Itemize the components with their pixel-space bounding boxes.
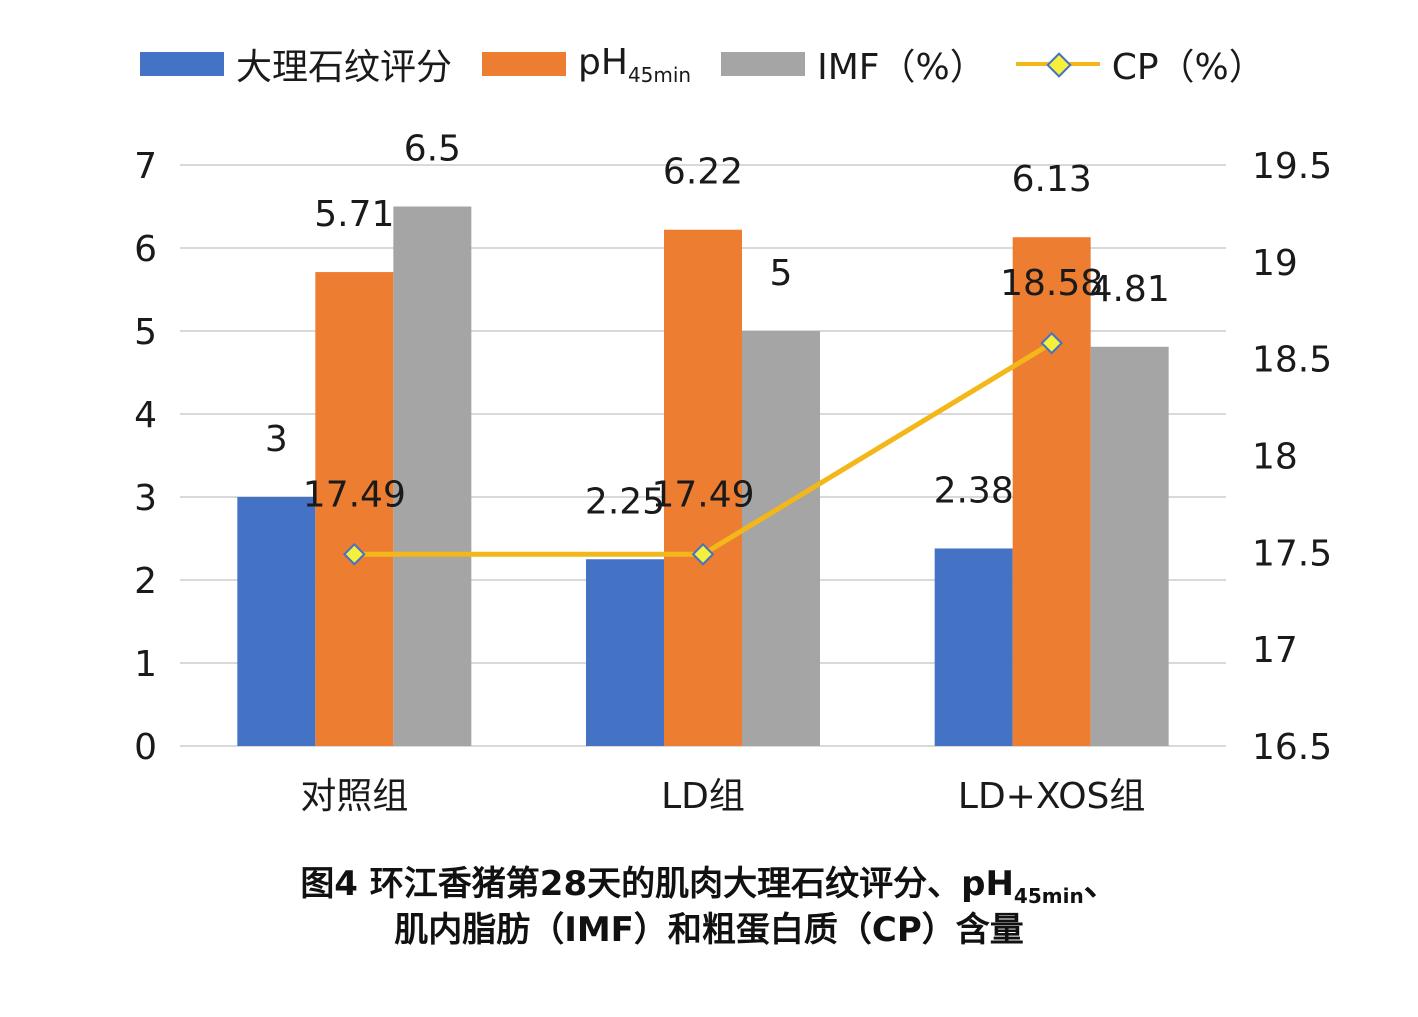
right-tick-label: 19 bbox=[1252, 243, 1298, 284]
right-tick-label: 17 bbox=[1252, 630, 1298, 671]
marbling-bar bbox=[586, 559, 664, 746]
ph-bar-label: 6.22 bbox=[663, 152, 743, 193]
figure-caption-line2: 肌内脂肪（IMF）和粗蛋白质（CP）含量 bbox=[394, 910, 1024, 950]
ph-bar bbox=[1012, 237, 1091, 746]
legend-swatch-ph bbox=[482, 52, 567, 76]
right-tick-label: 16.5 bbox=[1252, 727, 1332, 768]
legend-swatch-marbling bbox=[140, 52, 224, 76]
marbling-bar-label: 2.25 bbox=[585, 481, 665, 522]
cp-marker bbox=[691, 542, 715, 566]
legend-item-marbling: 大理石纹评分 bbox=[140, 38, 452, 90]
left-tick-label: 0 bbox=[134, 727, 157, 768]
legend: 大理石纹评分 pH45min IMF（%） CP（%） bbox=[140, 38, 1295, 90]
ph-bar-label: 5.71 bbox=[314, 194, 394, 235]
right-tick-label: 19.5 bbox=[1252, 146, 1332, 187]
ph-bar bbox=[664, 229, 742, 747]
left-tick-label: 5 bbox=[134, 312, 157, 353]
right-tick-label: 18.5 bbox=[1252, 340, 1332, 381]
cp-marker bbox=[343, 542, 366, 566]
right-axis-ticks: 16.5 17 17.5 18 18.5 19 19.5 bbox=[1252, 146, 1332, 768]
marbling-bar bbox=[934, 548, 1013, 746]
marbling-bar-label: 3 bbox=[265, 419, 288, 460]
legend-item-cp: CP（%） bbox=[1015, 38, 1265, 90]
left-axis-ticks: 0 1 2 3 4 5 6 7 bbox=[134, 146, 157, 768]
ph-bar-label: 6.13 bbox=[1012, 159, 1092, 200]
cp-marker bbox=[1040, 331, 1063, 355]
category-labels: 对照组 LD组 LD+XOS组 bbox=[300, 776, 1145, 817]
category-label: LD+XOS组 bbox=[958, 776, 1146, 817]
right-tick-label: 18 bbox=[1252, 437, 1298, 478]
imf-bar bbox=[1090, 346, 1169, 746]
imf-bar bbox=[393, 206, 472, 746]
imf-bar-label: 4.81 bbox=[1090, 269, 1170, 310]
ph-bar bbox=[315, 272, 394, 746]
cp-label: 18.58 bbox=[1000, 263, 1103, 304]
data-labels: 3 5.716.5 2.25 6.22 5 2.38 6.13 4.81 17.49 17.49 1… bbox=[265, 129, 1170, 523]
left-tick-label: 4 bbox=[134, 395, 157, 436]
cp-label: 17.49 bbox=[303, 474, 406, 515]
imf-bar bbox=[742, 331, 820, 746]
cp-label: 17.49 bbox=[651, 474, 754, 515]
legend-swatch-cp bbox=[1015, 52, 1100, 78]
legend-label-ph: pH45min bbox=[578, 41, 692, 87]
imf-bar-label: 6.5 bbox=[404, 129, 461, 170]
legend-swatch-imf bbox=[721, 52, 806, 76]
legend-label-marbling: 大理石纹评分 bbox=[236, 47, 453, 88]
left-tick-label: 1 bbox=[134, 644, 157, 685]
left-tick-label: 7 bbox=[134, 146, 157, 187]
bars bbox=[237, 206, 1169, 747]
legend-label-imf: IMF（%） bbox=[817, 47, 986, 88]
left-tick-label: 3 bbox=[134, 478, 157, 519]
legend-item-imf: IMF（%） bbox=[721, 38, 986, 90]
category-label: 对照组 bbox=[300, 776, 408, 817]
legend-label-cp: CP（%） bbox=[1111, 47, 1265, 88]
right-tick-label: 17.5 bbox=[1252, 533, 1332, 574]
category-label: LD组 bbox=[661, 776, 745, 817]
marbling-bar-label: 2.38 bbox=[934, 470, 1014, 511]
marbling-bar bbox=[237, 497, 316, 746]
figure-caption-line1: 图4 环江香猪第28天的肌肉大理石纹评分、pH45min、 bbox=[300, 864, 1118, 908]
legend-item-ph: pH45min bbox=[482, 42, 691, 87]
cp-line bbox=[343, 331, 1063, 566]
left-tick-label: 6 bbox=[134, 229, 157, 270]
imf-bar-label: 5 bbox=[770, 253, 793, 294]
left-tick-label: 2 bbox=[134, 561, 157, 602]
